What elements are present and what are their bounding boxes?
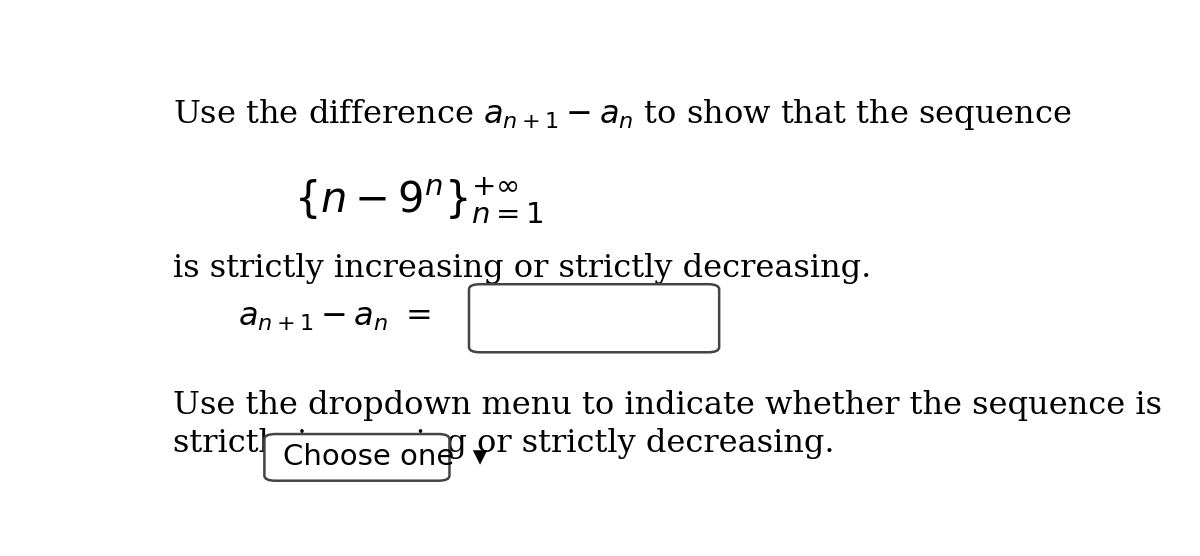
Text: Choose one  ▾: Choose one ▾ [283,443,487,471]
Text: $a_{n+1} - a_n\ =$: $a_{n+1} - a_n\ =$ [239,302,431,332]
Text: $\left\{n - 9^n\right\}_{n=1}^{+\infty}$: $\left\{n - 9^n\right\}_{n=1}^{+\infty}$ [294,176,544,226]
Text: is strictly increasing or strictly decreasing.: is strictly increasing or strictly decre… [173,253,871,284]
Text: Use the difference $a_{n+1} - a_n$ to show that the sequence: Use the difference $a_{n+1} - a_n$ to sh… [173,97,1072,132]
Text: Use the dropdown menu to indicate whether the sequence is: Use the dropdown menu to indicate whethe… [173,390,1163,421]
FancyBboxPatch shape [264,434,450,481]
Text: strictly increasing or strictly decreasing.: strictly increasing or strictly decreasi… [173,429,835,459]
FancyBboxPatch shape [469,284,719,353]
